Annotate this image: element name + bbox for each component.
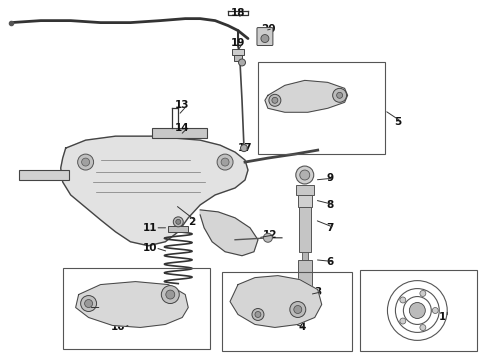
Text: 13: 13: [175, 100, 190, 110]
Bar: [360, 270, 477, 351]
Bar: [234, 55, 242, 62]
Circle shape: [77, 154, 94, 170]
Text: 4: 4: [298, 323, 305, 332]
Polygon shape: [265, 80, 347, 112]
Polygon shape: [200, 210, 258, 256]
Bar: [63, 268, 210, 349]
Circle shape: [269, 94, 281, 106]
Text: 5: 5: [394, 117, 401, 127]
Circle shape: [290, 302, 306, 318]
Text: 2: 2: [189, 217, 196, 227]
Text: 7: 7: [326, 223, 333, 233]
Circle shape: [272, 97, 278, 103]
Polygon shape: [230, 276, 322, 328]
Circle shape: [241, 145, 247, 152]
Circle shape: [294, 306, 302, 314]
Text: 6: 6: [326, 257, 333, 267]
Text: 12: 12: [263, 230, 277, 240]
Circle shape: [239, 59, 245, 66]
Bar: [298, 260, 312, 288]
Circle shape: [337, 92, 343, 98]
Text: 15: 15: [89, 302, 104, 312]
Bar: [152, 128, 207, 138]
Circle shape: [217, 154, 233, 170]
Text: 1: 1: [439, 312, 446, 323]
Circle shape: [400, 297, 406, 303]
Circle shape: [221, 158, 229, 166]
Bar: [168, 226, 188, 232]
Text: 14: 14: [175, 123, 190, 133]
Circle shape: [409, 302, 425, 319]
Text: 20: 20: [261, 24, 275, 33]
Bar: [302, 252, 308, 300]
Circle shape: [400, 318, 406, 324]
Bar: [299, 207, 311, 252]
Circle shape: [85, 300, 93, 307]
Circle shape: [432, 307, 438, 314]
Text: 18: 18: [231, 8, 245, 18]
Circle shape: [173, 217, 183, 227]
Circle shape: [420, 325, 426, 330]
Circle shape: [166, 290, 175, 299]
Text: 10: 10: [143, 243, 158, 253]
Polygon shape: [61, 136, 248, 246]
Bar: [296, 185, 314, 195]
Bar: [258, 62, 386, 154]
Circle shape: [264, 233, 272, 242]
Circle shape: [82, 158, 90, 166]
Text: 16: 16: [111, 323, 126, 332]
Text: 17: 17: [238, 143, 252, 153]
Circle shape: [296, 166, 314, 184]
Circle shape: [255, 311, 261, 318]
Bar: [19, 170, 69, 180]
Polygon shape: [75, 282, 188, 328]
Bar: [222, 272, 352, 351]
Bar: [232, 49, 244, 55]
Circle shape: [161, 285, 179, 303]
Circle shape: [261, 35, 269, 42]
Circle shape: [176, 219, 181, 224]
Text: 11: 11: [143, 223, 158, 233]
Text: 9: 9: [326, 173, 333, 183]
Bar: [298, 195, 312, 207]
Text: 19: 19: [231, 37, 245, 48]
Circle shape: [333, 88, 346, 102]
Circle shape: [81, 296, 97, 311]
Text: 8: 8: [326, 200, 333, 210]
Text: 3: 3: [314, 287, 321, 297]
FancyBboxPatch shape: [257, 28, 273, 45]
Circle shape: [252, 309, 264, 320]
Circle shape: [300, 170, 310, 180]
Circle shape: [420, 291, 426, 296]
